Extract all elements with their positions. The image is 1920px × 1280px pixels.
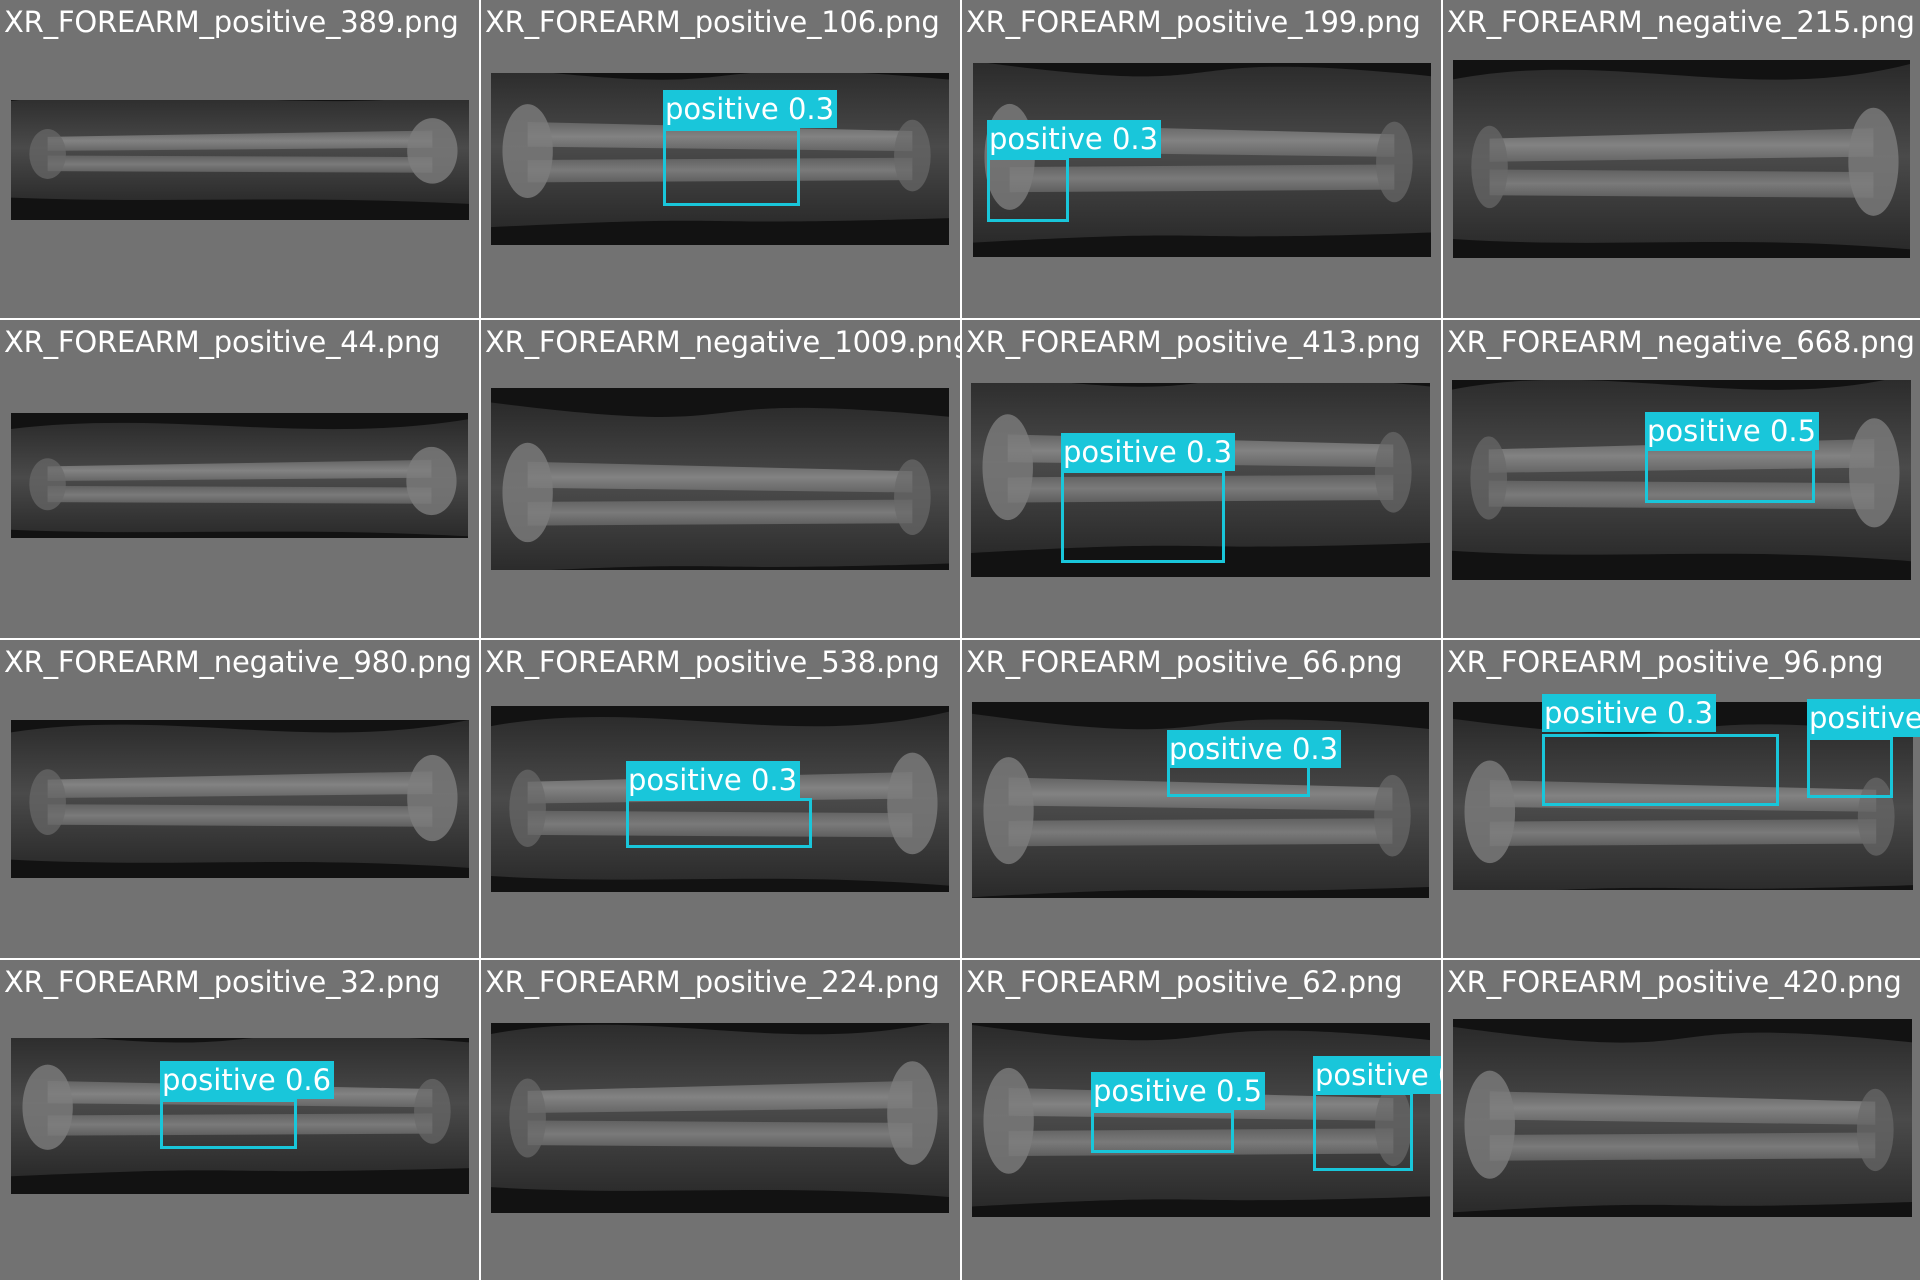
detection-box — [1645, 448, 1815, 503]
detection-label: positive 0.3 — [1061, 433, 1236, 471]
detection-label: positive 0.3 — [1542, 694, 1717, 732]
image-filename: XR_FOREARM_positive_44.png — [4, 325, 441, 359]
image-filename: XR_FOREARM_positive_66.png — [966, 645, 1403, 679]
result-tile: XR_FOREARM_negative_980.png — [0, 640, 479, 958]
result-tile: XR_FOREARM_negative_215.png — [1443, 0, 1920, 318]
image-filename: XR_FOREARM_positive_420.png — [1447, 965, 1902, 999]
xray-image — [11, 720, 469, 878]
xray-image — [1453, 1019, 1912, 1217]
image-filename: XR_FOREARM_positive_199.png — [966, 5, 1421, 39]
xray-image — [971, 383, 1430, 577]
result-tile: XR_FOREARM_positive_389.png — [0, 0, 479, 318]
result-tile: XR_FOREARM_positive_44.png — [0, 320, 479, 638]
xray-image — [491, 1023, 949, 1213]
image-filename: XR_FOREARM_positive_96.png — [1447, 645, 1884, 679]
detection-label: positive 0.3 — [987, 120, 1162, 158]
image-filename: XR_FOREARM_negative_1009.png — [485, 325, 960, 359]
result-tile: XR_FOREARM_positive_413.png positive 0.3 — [962, 320, 1441, 638]
image-filename: XR_FOREARM_positive_413.png — [966, 325, 1421, 359]
result-tile: XR_FOREARM_positive_199.png positive 0.3 — [962, 0, 1441, 318]
result-tile: XR_FOREARM_positive_224.png — [481, 960, 960, 1280]
detection-label: positive 0.3 — [1807, 699, 1920, 737]
result-tile: XR_FOREARM_positive_32.png positive 0.6 — [0, 960, 479, 1280]
result-tile: XR_FOREARM_positive_96.png positive 0.3 po… — [1443, 640, 1920, 958]
xray-image — [1453, 60, 1910, 258]
detection-box — [1091, 1110, 1234, 1153]
xray-image — [972, 1023, 1430, 1217]
detection-box — [626, 798, 812, 848]
result-tile: XR_FOREARM_negative_1009.png — [481, 320, 960, 638]
detection-label: positive 0.3 — [663, 90, 838, 128]
detection-box — [1542, 734, 1779, 806]
detection-box — [1313, 1092, 1413, 1171]
image-filename: XR_FOREARM_positive_32.png — [4, 965, 441, 999]
image-filename: XR_FOREARM_negative_980.png — [4, 645, 472, 679]
result-tile: XR_FOREARM_positive_66.png positive 0.3 — [962, 640, 1441, 958]
image-filename: XR_FOREARM_positive_62.png — [966, 965, 1403, 999]
image-filename: XR_FOREARM_negative_215.png — [1447, 5, 1915, 39]
result-tile: XR_FOREARM_negative_668.png positive 0.5 — [1443, 320, 1920, 638]
detection-label: positive 0.5 — [1645, 412, 1820, 450]
result-tile: XR_FOREARM_positive_420.png — [1443, 960, 1920, 1280]
detection-label: positive 0.3 — [1313, 1056, 1441, 1094]
detection-label: positive 0.5 — [1091, 1072, 1266, 1110]
xray-image — [11, 413, 468, 538]
detection-box — [663, 128, 800, 206]
result-tile: XR_FOREARM_positive_538.png positive 0.3 — [481, 640, 960, 958]
result-tile: XR_FOREARM_positive_62.png positive 0.5 po… — [962, 960, 1441, 1280]
result-tile: XR_FOREARM_positive_106.png positive 0.3 — [481, 0, 960, 318]
image-filename: XR_FOREARM_positive_389.png — [4, 5, 459, 39]
xray-image — [11, 100, 469, 220]
image-filename: XR_FOREARM_positive_106.png — [485, 5, 940, 39]
xray-image — [491, 388, 949, 570]
detection-box — [160, 1099, 297, 1149]
detection-box — [987, 157, 1069, 222]
detection-label: positive 0.3 — [626, 761, 801, 799]
image-filename: XR_FOREARM_negative_668.png — [1447, 325, 1915, 359]
detection-label: positive 0.3 — [1167, 730, 1342, 768]
image-filename: XR_FOREARM_positive_224.png — [485, 965, 940, 999]
detection-box — [1061, 470, 1225, 563]
detection-box — [1807, 737, 1893, 798]
detection-label: positive 0.6 — [160, 1061, 335, 1099]
image-filename: XR_FOREARM_positive_538.png — [485, 645, 940, 679]
